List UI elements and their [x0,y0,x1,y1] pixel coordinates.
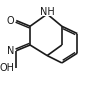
Text: NH: NH [40,7,55,17]
FancyBboxPatch shape [9,16,15,25]
FancyBboxPatch shape [5,64,15,72]
Text: N: N [7,46,15,56]
Text: O: O [7,16,15,26]
FancyBboxPatch shape [42,8,53,16]
FancyBboxPatch shape [9,47,15,55]
Text: OH: OH [0,63,15,73]
